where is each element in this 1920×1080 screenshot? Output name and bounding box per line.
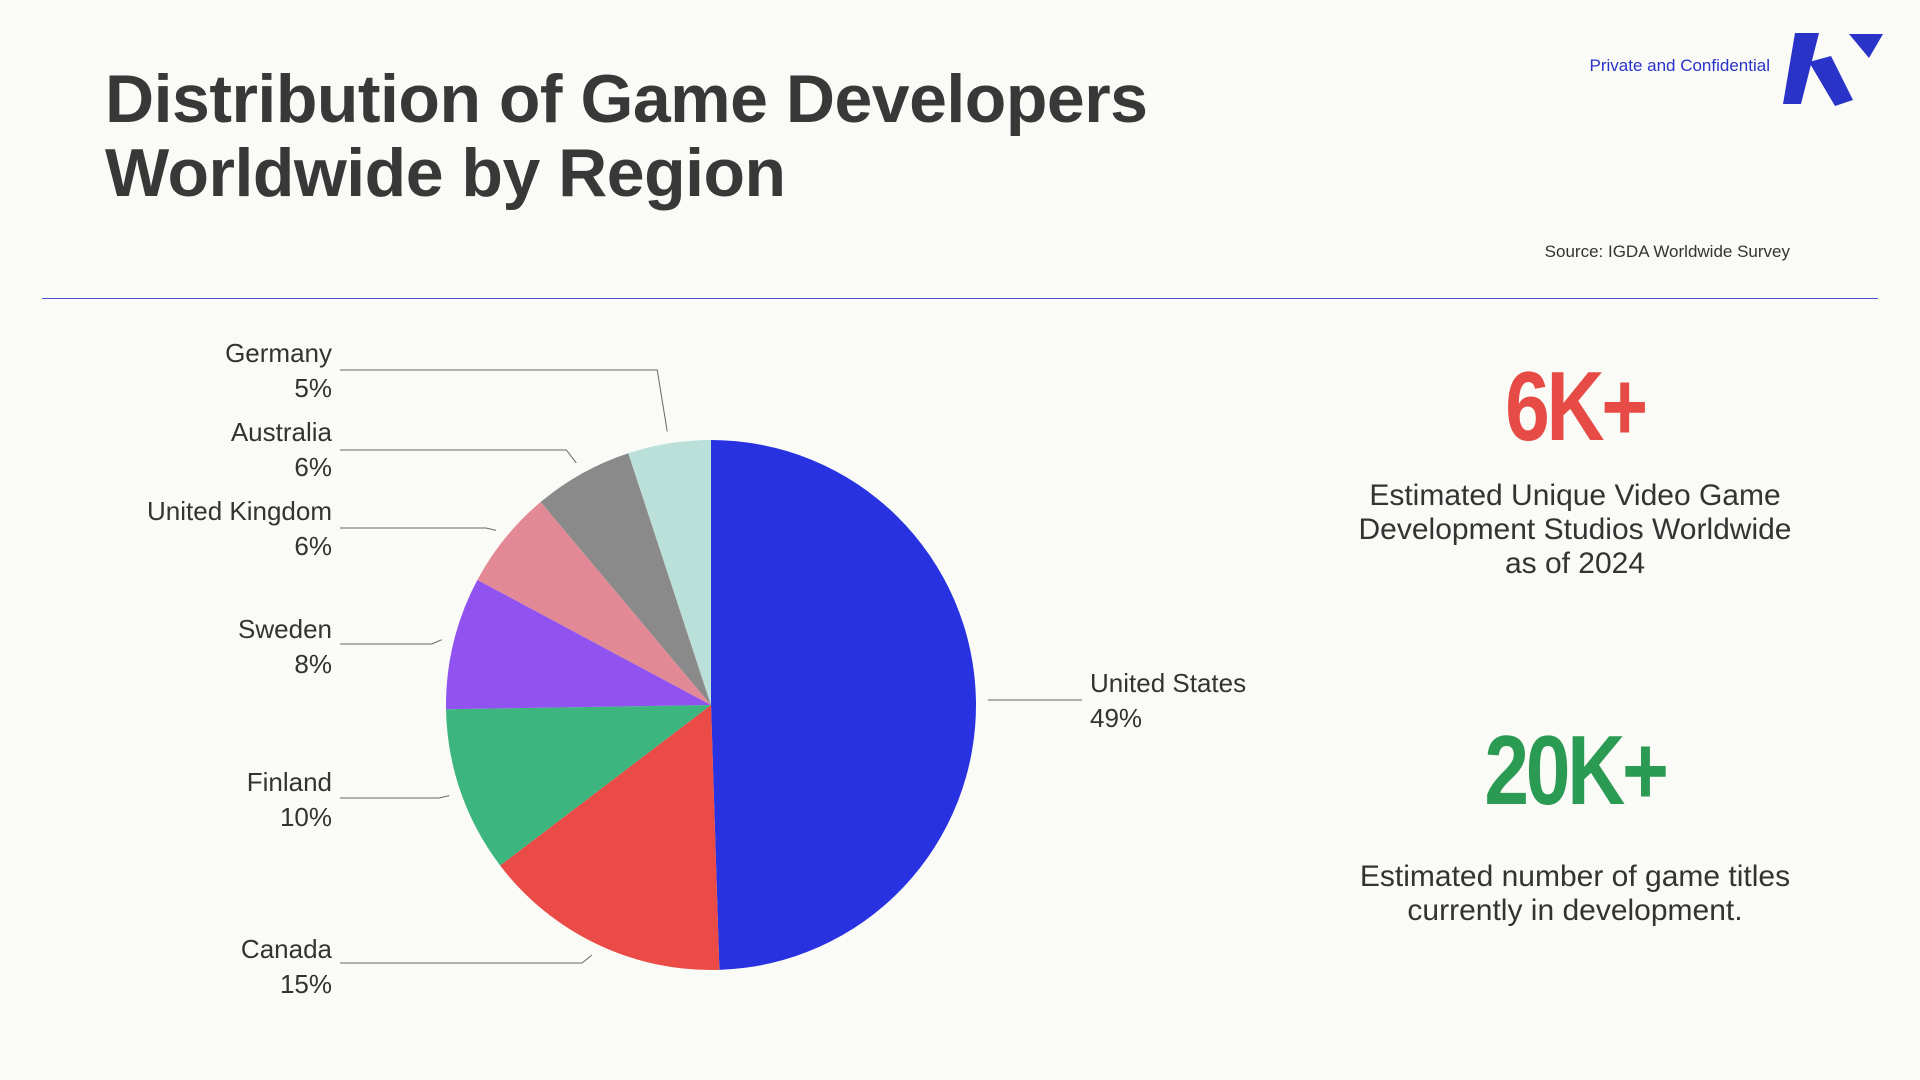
pie-leader-line (340, 527, 497, 531)
pie-leader-line (340, 639, 443, 645)
pie-slice-united-kingdom (477, 501, 711, 705)
pie-label-united-kingdom: United Kingdom 6% (147, 496, 332, 561)
stat-studios-description: Estimated Unique Video Game Development … (1275, 479, 1875, 581)
stat-studios-desc-line: Development Studios Worldwide (1358, 513, 1792, 546)
pie-slice-canada (500, 705, 720, 970)
stat-studios-desc-line: Estimated Unique Video Game (1369, 479, 1781, 512)
confidential-label: Private and Confidential (1589, 56, 1770, 75)
stat-studios-desc-line: as of 2024 (1504, 547, 1646, 580)
pie-label-sweden: Sweden 8% (238, 614, 332, 679)
pie-leader-line (340, 795, 450, 799)
pie-label-germany: Germany 5% (225, 338, 332, 403)
stat-titles-value: 20K+ (1484, 715, 1669, 825)
pie-slice-sweden (445, 579, 711, 710)
source-note: Source: IGDA Worldwide Survey (1544, 242, 1790, 261)
pie-slice-united-states (711, 440, 977, 970)
pie-label-united-states: United States 49% (1090, 668, 1246, 733)
pie-label-australia: Australia 6% (231, 417, 333, 482)
pie-label-finland: Finland 10% (247, 767, 332, 832)
header-divider (42, 298, 1878, 299)
pie-leader-line (340, 449, 577, 464)
pie-label-canada: Canada 15% (241, 934, 333, 999)
pie-slice-germany (628, 440, 711, 705)
stat-titles-desc-line: currently in development. (1407, 894, 1743, 927)
pie-leader-line (340, 369, 668, 432)
stat-titles-desc-line: Estimated number of game titles (1359, 860, 1791, 893)
brand-logo-icon (1783, 33, 1883, 106)
page-title-line-1: Distribution of Game Developers (105, 61, 1148, 137)
stat-studios-value: 6K+ (1505, 351, 1648, 461)
stat-titles-description: Estimated number of game titles currentl… (1275, 860, 1875, 928)
pie-slice-australia (540, 453, 711, 705)
page-title-line-2: Worldwide by Region (105, 135, 786, 211)
page-title: Distribution of Game Developers Worldwid… (105, 62, 1255, 210)
pie-slice-finland (446, 705, 711, 866)
pie-leader-line (340, 954, 593, 964)
